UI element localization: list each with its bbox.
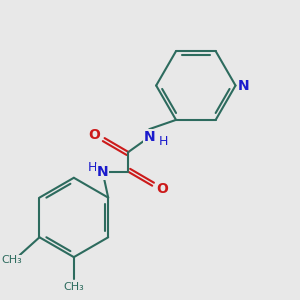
Text: O: O — [156, 182, 168, 196]
Text: H: H — [88, 161, 98, 174]
Text: O: O — [89, 128, 100, 142]
Text: H: H — [158, 135, 168, 148]
Text: CH₃: CH₃ — [1, 255, 22, 265]
Text: N: N — [238, 79, 249, 92]
Text: N: N — [143, 130, 155, 144]
Text: CH₃: CH₃ — [64, 282, 84, 292]
Text: N: N — [97, 165, 108, 179]
